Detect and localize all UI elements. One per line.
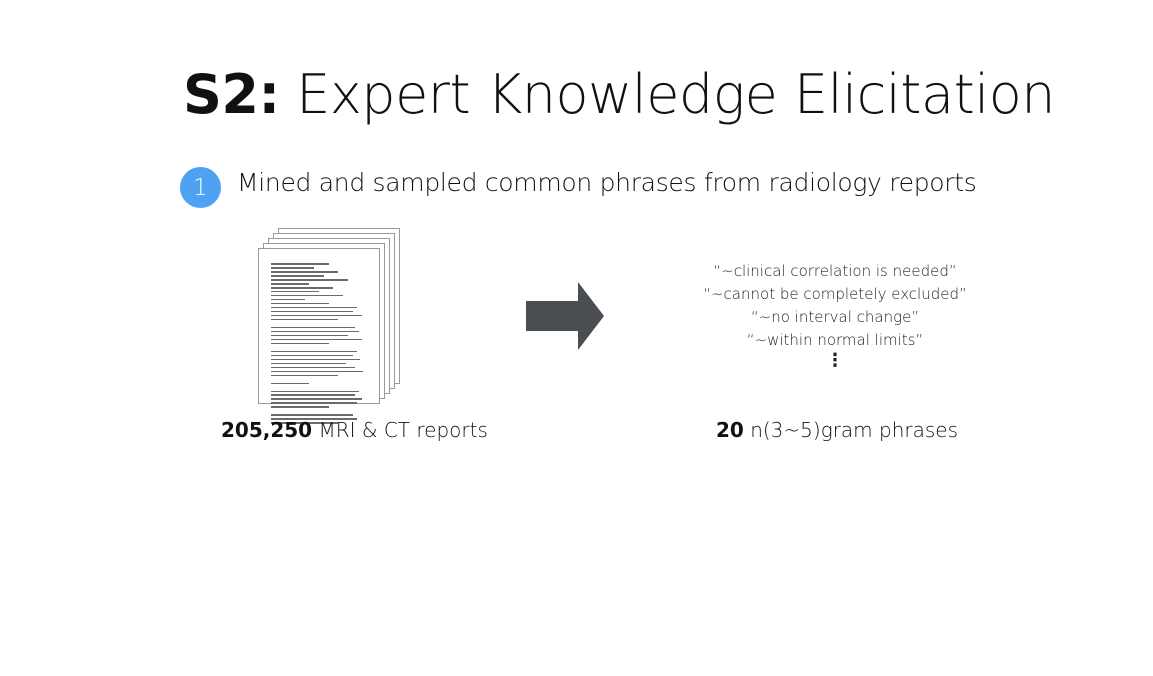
document-text-line bbox=[271, 358, 361, 361]
phrase-item: “~within normal limits” bbox=[746, 331, 924, 349]
phrases-caption: 20 n(3~5)gram phrases bbox=[716, 418, 958, 442]
document-text-line bbox=[271, 350, 358, 353]
more-phrases-ellipsis: ⋮ bbox=[826, 350, 844, 371]
document-text-line bbox=[271, 390, 360, 393]
document-stack-icon bbox=[258, 228, 403, 424]
document-text-line bbox=[271, 382, 310, 385]
phrase-item: “~cannot be completely excluded” bbox=[703, 285, 967, 303]
phrase-item: “~no interval change” bbox=[750, 308, 920, 326]
slide-title-prefix: S2: bbox=[183, 63, 280, 126]
document-text-line bbox=[271, 282, 310, 285]
document-text-line bbox=[271, 387, 281, 389]
document-text-line bbox=[271, 370, 364, 373]
document-text-line bbox=[271, 286, 334, 289]
document-text-line bbox=[271, 263, 329, 265]
document-text-line bbox=[271, 326, 356, 329]
document-text-line bbox=[271, 406, 329, 409]
document-text-line bbox=[271, 310, 353, 313]
document-text-line bbox=[271, 294, 343, 297]
document-text-line bbox=[271, 354, 353, 357]
document-text-line bbox=[271, 314, 363, 317]
document-text-line bbox=[271, 410, 281, 412]
document-text-line bbox=[271, 290, 319, 293]
document-text-line bbox=[271, 278, 348, 281]
reports-caption-text: MRI & CT reports bbox=[318, 418, 488, 442]
document-text-line bbox=[271, 422, 339, 424]
document-text-lines bbox=[271, 263, 367, 426]
document-text-line bbox=[271, 302, 329, 305]
document-text-line bbox=[271, 366, 356, 369]
phrases-caption-text: n(3~5)gram phrases bbox=[750, 418, 959, 442]
document-text-line bbox=[271, 394, 355, 397]
document-text-line bbox=[271, 334, 348, 337]
document-text-line bbox=[271, 362, 346, 365]
document-text-line bbox=[271, 323, 281, 325]
document-text-line bbox=[271, 402, 358, 405]
document-text-line bbox=[271, 330, 360, 333]
document-text-line bbox=[271, 266, 315, 269]
phrase-list: “~clinical correlation is needed” “~cann… bbox=[700, 260, 970, 371]
document-text-line bbox=[271, 418, 358, 420]
step-description: Mined and sampled common phrases from ra… bbox=[237, 168, 977, 197]
slide-title-text: Expert Knowledge Elicitation bbox=[296, 63, 1056, 126]
right-arrow-icon bbox=[526, 282, 604, 350]
document-text-line bbox=[271, 270, 339, 273]
phrases-count: 20 bbox=[716, 418, 744, 442]
document-text-line bbox=[271, 398, 363, 401]
reports-caption: 205,250 MRI & CT reports bbox=[221, 418, 488, 442]
document-text-line bbox=[271, 318, 339, 321]
step-number-badge: 1 bbox=[180, 167, 221, 208]
document-text-line bbox=[271, 414, 353, 416]
slide-title: S2: Expert Knowledge Elicitation bbox=[183, 63, 1056, 126]
document-text-line bbox=[271, 338, 363, 341]
document-text-line bbox=[271, 274, 324, 277]
phrase-item: “~clinical correlation is needed” bbox=[713, 262, 957, 280]
document-text-line bbox=[271, 379, 281, 381]
document-text-line bbox=[271, 374, 339, 377]
document-page-front bbox=[258, 248, 380, 424]
reports-count: 205,250 bbox=[221, 418, 313, 442]
document-text-line bbox=[271, 342, 329, 345]
document-text-line bbox=[271, 298, 305, 301]
document-text-line bbox=[271, 306, 358, 309]
document-text-line bbox=[271, 347, 281, 349]
